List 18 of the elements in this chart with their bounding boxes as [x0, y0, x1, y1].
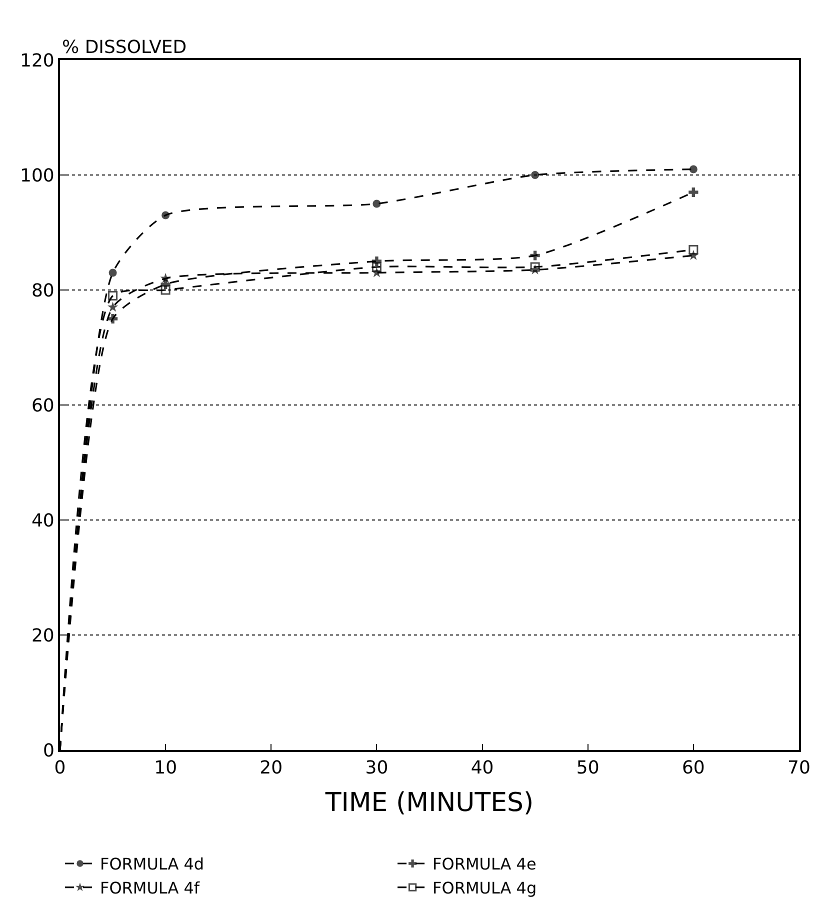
- x-tick-label: 30: [365, 758, 388, 779]
- y-tick-label: 0: [42, 740, 54, 762]
- x-tick-label: 60: [682, 758, 705, 779]
- x-tick-label: 50: [576, 758, 600, 779]
- y-tick-label: 80: [31, 280, 54, 302]
- y-tick-label: 60: [31, 395, 54, 416]
- y-axis-title: % DISSOLVED: [62, 37, 187, 58]
- y-tick-label: 20: [31, 625, 54, 646]
- y-tick-label: 120: [20, 50, 54, 72]
- x-tick-label: 70: [788, 758, 810, 779]
- x-tick-label: 20: [260, 758, 283, 779]
- legend-label: FORMULA 4g: [432, 878, 537, 898]
- x-axis-title: TIME (MINUTES): [324, 788, 534, 818]
- y-tick-label: 40: [31, 510, 54, 532]
- legend-label: FORMULA 4f: [100, 878, 200, 898]
- x-tick-label: 40: [470, 758, 494, 779]
- y-tick-label: 100: [20, 165, 54, 186]
- x-tick-label: 10: [154, 758, 178, 779]
